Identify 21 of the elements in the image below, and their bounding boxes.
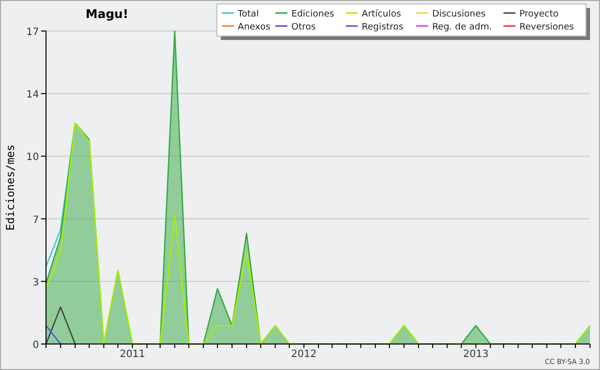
x-tick-label: 2013: [463, 349, 489, 360]
x-tick-label: 2012: [291, 349, 317, 360]
chart-title: Magu!: [86, 7, 128, 21]
x-tick-label: 2011: [120, 349, 146, 360]
legend-label: Reg. de adm.: [432, 22, 492, 32]
legend-label: Reversiones: [519, 22, 574, 32]
y-tick-label: 17: [26, 27, 39, 38]
legend-label: Registros: [362, 22, 404, 32]
legend-label: Total: [236, 10, 259, 20]
y-tick-label: 7: [32, 214, 39, 226]
y-axis-title: Ediciones/mes: [4, 144, 17, 231]
legend-label: Artículos: [362, 8, 402, 20]
legend-label: Anexos: [238, 22, 271, 32]
y-tick-label: 0: [32, 340, 39, 351]
y-tick-label: 10: [26, 152, 39, 164]
legend-label: Otros: [291, 22, 316, 32]
y-tick-label: 14: [26, 90, 39, 101]
legend-label: Ediciones: [291, 10, 334, 20]
y-tick-label: 3: [32, 277, 39, 288]
legend-label: Proyecto: [519, 10, 560, 20]
legend-label: Discusiones: [432, 10, 486, 20]
